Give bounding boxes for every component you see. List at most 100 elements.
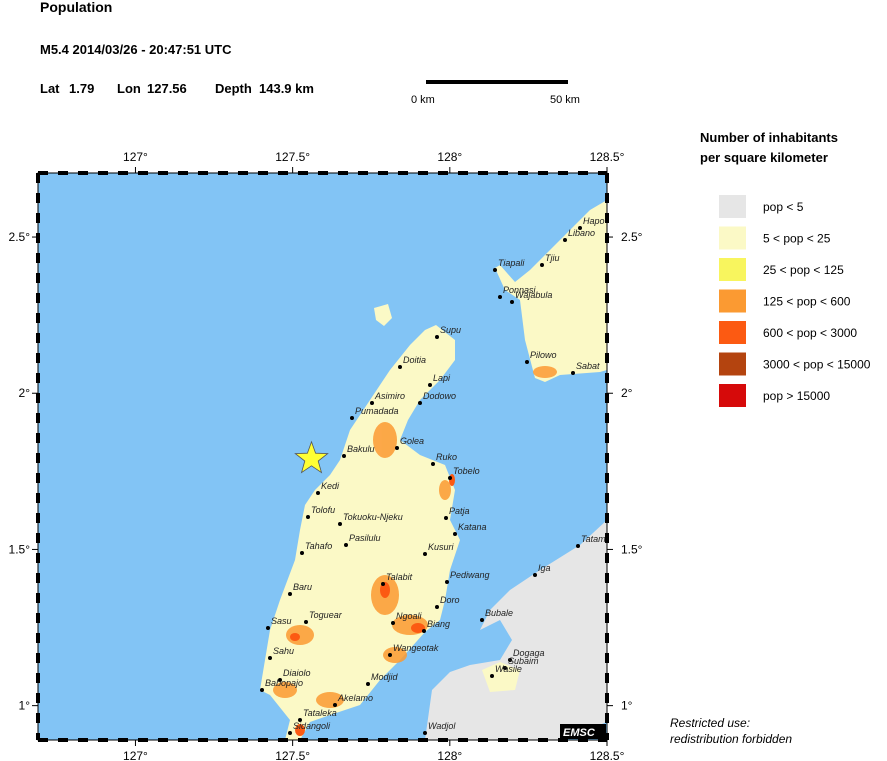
frame-dash bbox=[605, 553, 609, 563]
frame-dash bbox=[605, 193, 609, 203]
town-label: Katana bbox=[458, 522, 487, 532]
town-label: Baru bbox=[293, 582, 312, 592]
lat-tick-label: 2° bbox=[621, 386, 633, 400]
frame-dash bbox=[36, 433, 40, 443]
town-label: Sasu bbox=[271, 616, 292, 626]
frame-dash bbox=[36, 393, 40, 403]
frame-dash bbox=[605, 213, 609, 223]
legend-swatch bbox=[719, 289, 746, 313]
town-dot bbox=[435, 335, 439, 339]
lat-tick-label: 2° bbox=[19, 386, 31, 400]
legend-swatch bbox=[719, 321, 746, 344]
town-dot bbox=[398, 365, 402, 369]
frame-dash bbox=[458, 171, 468, 175]
frame-dash bbox=[605, 413, 609, 423]
frame-dash bbox=[36, 613, 40, 623]
frame-dash bbox=[118, 171, 128, 175]
frame-dash bbox=[158, 171, 168, 175]
town-label: Pasilulu bbox=[349, 533, 381, 543]
frame-dash bbox=[605, 493, 609, 503]
frame-dash bbox=[605, 593, 609, 603]
town-label: Sidangoli bbox=[293, 721, 331, 731]
town-dot bbox=[366, 682, 370, 686]
frame-dash bbox=[605, 353, 609, 363]
legend-label: 5 < pop < 25 bbox=[763, 232, 831, 246]
town-dot bbox=[298, 718, 302, 722]
town-dot bbox=[444, 516, 448, 520]
town-dot bbox=[418, 401, 422, 405]
town-dot bbox=[498, 295, 502, 299]
town-dot bbox=[260, 688, 264, 692]
town-label: Talabit bbox=[386, 572, 413, 582]
frame-dash bbox=[538, 171, 548, 175]
frame-dash bbox=[38, 738, 48, 742]
frame-dash bbox=[36, 353, 40, 363]
lon-tick-label: 128° bbox=[437, 150, 462, 164]
lat-tick-label: 1° bbox=[621, 699, 633, 713]
town-label: Wasile bbox=[495, 664, 522, 674]
frame-dash bbox=[36, 493, 40, 503]
frame-dash bbox=[198, 171, 208, 175]
frame-dash bbox=[378, 738, 388, 742]
town-label: Tolofu bbox=[311, 505, 335, 515]
frame-dash bbox=[478, 171, 488, 175]
frame-dash bbox=[36, 673, 40, 683]
frame-dash bbox=[458, 738, 468, 742]
frame-dash bbox=[36, 653, 40, 663]
town-label: Modjid bbox=[371, 672, 399, 682]
lat-label: Lat bbox=[40, 81, 60, 96]
town-dot bbox=[571, 371, 575, 375]
frame-dash bbox=[605, 693, 609, 703]
legend-label: pop > 15000 bbox=[763, 389, 830, 403]
credit-box bbox=[560, 724, 606, 739]
lat-tick-label: 1° bbox=[19, 699, 31, 713]
town-label: Tiapali bbox=[498, 258, 525, 268]
frame-dash bbox=[498, 171, 508, 175]
frame-dash bbox=[78, 738, 88, 742]
town-label: Tatam bbox=[581, 534, 606, 544]
frame-dash bbox=[418, 738, 428, 742]
frame-dash bbox=[418, 171, 428, 175]
town-dot bbox=[453, 532, 457, 536]
frame-dash bbox=[605, 713, 609, 723]
frame-dash bbox=[378, 171, 388, 175]
frame-dash bbox=[578, 171, 588, 175]
town-label: Sahu bbox=[273, 646, 294, 656]
frame-dash bbox=[605, 573, 609, 583]
frame-dash bbox=[36, 233, 40, 243]
town-dot bbox=[300, 551, 304, 555]
town-dot bbox=[445, 580, 449, 584]
frame-dash bbox=[605, 473, 609, 483]
town-dot bbox=[493, 268, 497, 272]
legend-label: 125 < pop < 600 bbox=[763, 295, 851, 309]
frame-dash bbox=[58, 171, 68, 175]
land bbox=[482, 662, 520, 692]
town-label: Dogaga bbox=[513, 648, 545, 658]
frame-dash bbox=[38, 171, 48, 175]
lat-tick-label: 2.5° bbox=[9, 230, 31, 244]
frame-dash bbox=[36, 513, 40, 523]
town-dot bbox=[278, 678, 282, 682]
town-dot bbox=[304, 620, 308, 624]
town-label: Hapo bbox=[583, 216, 605, 226]
town-label: Libano bbox=[568, 228, 595, 238]
frame-dash bbox=[298, 171, 308, 175]
land bbox=[425, 520, 607, 740]
town-label: Wajabula bbox=[515, 290, 552, 300]
frame-dash bbox=[605, 673, 609, 683]
frame-dash bbox=[36, 173, 40, 183]
legend-swatch bbox=[719, 384, 746, 407]
frame-dash bbox=[338, 171, 348, 175]
town-dot bbox=[381, 582, 385, 586]
frame-dash bbox=[218, 738, 228, 742]
towns: Supu Doitia Lapi Asimiro Dodowo Pumadada Golea… bbox=[260, 216, 606, 735]
town-label: Subaim bbox=[508, 656, 539, 666]
town-label: Tjiu bbox=[545, 253, 560, 263]
town-label: Pumadada bbox=[355, 406, 399, 416]
frame-dash bbox=[218, 171, 228, 175]
legend-label: pop < 5 bbox=[763, 200, 804, 214]
frame-dash bbox=[36, 313, 40, 323]
town-label: Biang bbox=[427, 619, 450, 629]
frame-dash bbox=[36, 253, 40, 263]
town-label: Golea bbox=[400, 436, 424, 446]
